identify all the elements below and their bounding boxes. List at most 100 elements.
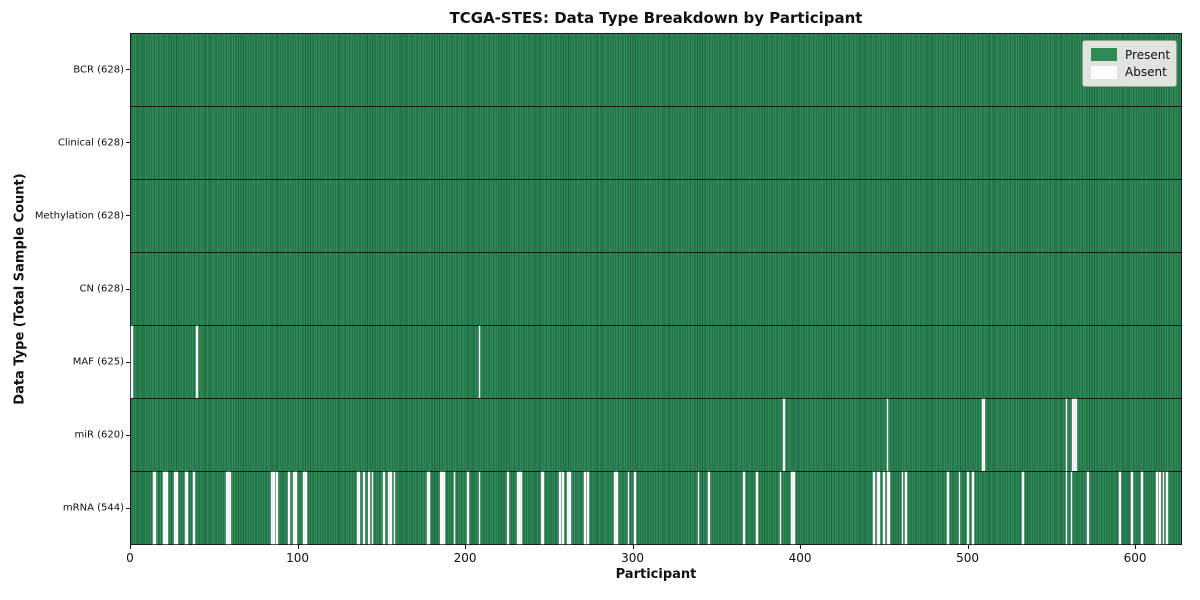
absent-bar xyxy=(443,472,446,544)
x-tick-label-600: 600 xyxy=(1123,551,1147,565)
legend-label: Present xyxy=(1125,47,1171,62)
y-tick-mark xyxy=(126,434,130,436)
absent-bar xyxy=(1140,472,1143,544)
plot-area xyxy=(130,33,1182,545)
absent-bar xyxy=(358,472,361,544)
absent-bar xyxy=(886,399,889,471)
absent-bar xyxy=(507,472,509,544)
absent-bar xyxy=(793,472,795,544)
absent-bar xyxy=(569,472,571,544)
x-tick-mark xyxy=(800,545,802,549)
absent-bar xyxy=(388,472,391,544)
absent-bar xyxy=(273,472,275,544)
absent-bar xyxy=(614,472,616,544)
absent-bar xyxy=(371,472,374,544)
absent-bar xyxy=(184,472,187,544)
absent-bar xyxy=(1159,472,1161,544)
absent-bar xyxy=(946,472,949,544)
absent-bar xyxy=(1075,399,1078,471)
absent-bar xyxy=(164,472,167,544)
absent-bar xyxy=(478,326,481,398)
x-axis-label: Participant xyxy=(615,567,697,582)
absent-bar xyxy=(166,472,168,544)
absent-bar xyxy=(426,472,429,544)
absent-bar xyxy=(878,472,881,544)
absent-bar xyxy=(226,472,228,544)
absent-bar xyxy=(154,472,157,544)
absent-bar xyxy=(363,472,366,544)
row-mrna xyxy=(131,471,1181,544)
x-tick-label-400: 400 xyxy=(788,551,812,565)
absent-bar xyxy=(441,472,444,544)
x-tick-label-300: 300 xyxy=(621,551,644,565)
absent-bar xyxy=(886,472,889,544)
absent-bar xyxy=(229,472,232,544)
absent-bar xyxy=(1072,399,1074,471)
absent-bar xyxy=(196,326,198,398)
absent-bar xyxy=(779,472,782,544)
absent-bar xyxy=(905,472,907,544)
legend: Present Absent xyxy=(1082,40,1177,87)
row-maf xyxy=(131,325,1181,398)
y-tick-label-methylation: Methylation (628) xyxy=(34,210,124,222)
absent-bar xyxy=(453,472,456,544)
absent-bar xyxy=(467,472,469,544)
row-methylation xyxy=(131,179,1181,252)
y-tick-label-mir: miR (620) xyxy=(74,429,124,441)
y-tick-label-clinical: Clinical (628) xyxy=(57,137,124,149)
x-tick-label-200: 200 xyxy=(453,551,477,565)
absent-bar xyxy=(587,472,590,544)
absent-bar xyxy=(615,472,618,544)
absent-bar xyxy=(634,472,636,544)
absent-bar xyxy=(1065,472,1068,544)
absent-bar xyxy=(518,472,521,544)
absent-bar xyxy=(1165,472,1168,544)
y-tick-mark xyxy=(126,288,130,290)
x-tick-label-0: 0 xyxy=(126,551,134,565)
absent-bar xyxy=(791,472,794,544)
absent-bar xyxy=(368,472,371,544)
absent-bar xyxy=(958,472,961,544)
absent-bar xyxy=(542,472,544,544)
absent-bar xyxy=(756,472,758,544)
absent-bar xyxy=(559,472,561,544)
y-tick-label-maf: MAF (625) xyxy=(72,356,124,368)
absent-bar xyxy=(876,472,879,544)
absent-bar xyxy=(276,472,279,544)
x-tick-mark xyxy=(632,545,634,549)
absent-bar xyxy=(174,472,177,544)
absent-bar xyxy=(192,472,195,544)
absent-bar xyxy=(304,472,307,544)
absent-bar xyxy=(742,472,745,544)
absent-bar xyxy=(303,472,305,544)
absent-bar xyxy=(271,472,274,544)
absent-bar xyxy=(697,472,700,544)
x-tick-mark xyxy=(130,545,131,549)
absent-bar xyxy=(707,472,710,544)
y-tick-label-cn: CN (628) xyxy=(79,283,124,295)
legend-swatch-present xyxy=(1091,48,1117,62)
absent-bar xyxy=(1130,472,1133,544)
absent-bar xyxy=(517,472,519,544)
absent-bar xyxy=(440,472,442,544)
absent-bar xyxy=(873,472,876,544)
absent-bar xyxy=(783,399,785,471)
y-tick-mark xyxy=(126,142,130,144)
absent-bar xyxy=(131,326,133,398)
y-tick-mark xyxy=(126,215,130,217)
absent-bar xyxy=(1073,399,1076,471)
absent-bar xyxy=(540,472,543,544)
absent-bar xyxy=(162,472,165,544)
absent-bar xyxy=(176,472,178,544)
absent-bar xyxy=(294,472,297,544)
absent-bar xyxy=(972,472,974,544)
legend-swatch-absent xyxy=(1091,65,1117,79)
absent-bar xyxy=(1022,472,1024,544)
absent-bar xyxy=(1087,472,1090,544)
row-bcr xyxy=(131,34,1181,106)
y-tick-label-bcr: BCR (628) xyxy=(73,64,124,76)
absent-bar xyxy=(288,472,290,544)
absent-bar xyxy=(1119,472,1121,544)
absent-bar xyxy=(627,472,630,544)
